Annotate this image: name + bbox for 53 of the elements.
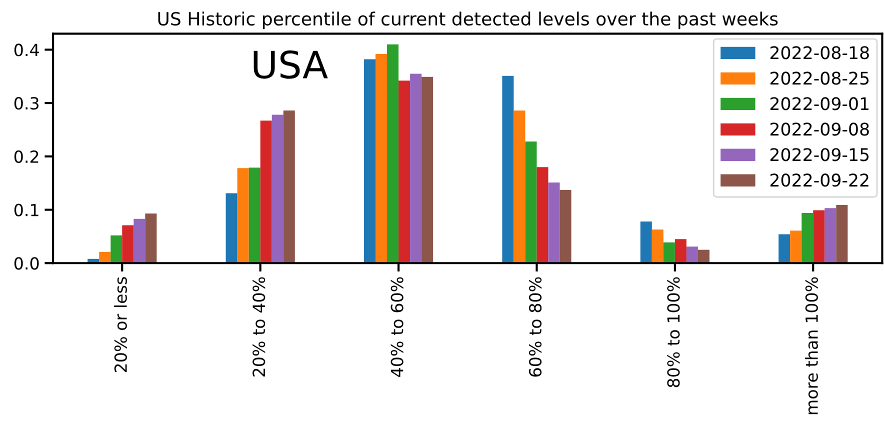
bar (560, 190, 572, 264)
x-tick-label: 80% to 100% (667, 277, 680, 388)
bar (548, 182, 560, 264)
bar (802, 212, 814, 264)
bar (283, 110, 295, 264)
bar (536, 167, 548, 264)
legend-label: 2022-09-08 (770, 122, 869, 136)
bar (824, 208, 836, 264)
y-tick-label: 0.1 (14, 204, 38, 216)
bar (410, 74, 422, 264)
bar (272, 114, 284, 264)
bar (376, 54, 388, 264)
annotation: USA (254, 50, 328, 79)
legend-label: 2022-08-25 (770, 72, 869, 85)
bar (514, 110, 526, 264)
bar (145, 214, 157, 264)
bar (226, 193, 238, 264)
bar (134, 218, 146, 264)
legend-label: 2022-09-01 (770, 97, 868, 110)
bar (525, 141, 537, 264)
y-tick-label: 0.4 (14, 44, 39, 56)
bar (502, 76, 514, 264)
legend-label: 2022-09-15 (770, 148, 869, 162)
bar (640, 222, 652, 264)
x-tick-label: more than 100% (805, 277, 818, 414)
bar (110, 235, 122, 264)
bar (652, 230, 664, 264)
bar (422, 76, 434, 264)
bar (663, 242, 675, 264)
x-tick-label: 40% to 60% (390, 277, 404, 377)
bar (237, 168, 249, 264)
bar (778, 234, 790, 264)
y-tick-label: 0.3 (14, 97, 39, 110)
bar (260, 120, 272, 264)
bar (364, 59, 376, 264)
bar (836, 204, 848, 264)
bar (398, 80, 410, 264)
bar (122, 225, 134, 264)
bar (698, 250, 710, 264)
x-tick-label: 60% to 80% (528, 277, 542, 377)
legend-label: 2022-09-22 (770, 174, 868, 187)
y-tick-label: 0.2 (14, 150, 38, 163)
bar (790, 230, 802, 264)
chart-title: US Historic percentile of current detected levels over the past weeks (158, 12, 778, 30)
legend-label: 2022-08-18 (770, 46, 869, 60)
x-tick-label: 20% to 40% (252, 277, 266, 377)
bar (387, 44, 399, 264)
x-tick-label: 20% or less (114, 277, 127, 372)
bar (813, 210, 825, 264)
bar (686, 246, 698, 264)
y-tick-label: 0.0 (14, 257, 39, 270)
bar (248, 168, 260, 264)
bar (674, 239, 686, 264)
